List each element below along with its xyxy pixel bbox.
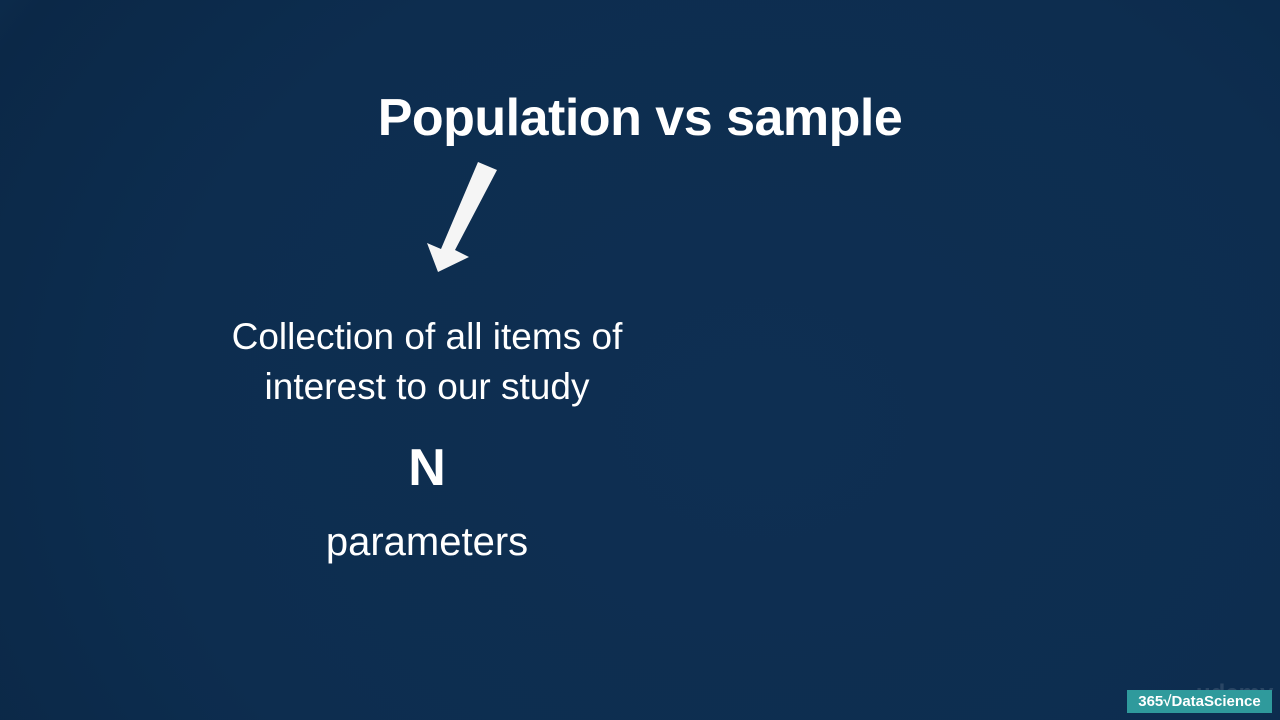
description: Collection of all items of interest to o… [177, 312, 677, 412]
logo: 365√DataScience [1127, 690, 1272, 713]
term: parameters [325, 520, 529, 564]
slide-title: Population vs sample [377, 89, 903, 147]
description-line: interest to our study [264, 366, 590, 407]
description-line: Collection of all items of [231, 316, 623, 357]
arrow-shape [427, 162, 497, 272]
symbol: N [408, 439, 446, 497]
